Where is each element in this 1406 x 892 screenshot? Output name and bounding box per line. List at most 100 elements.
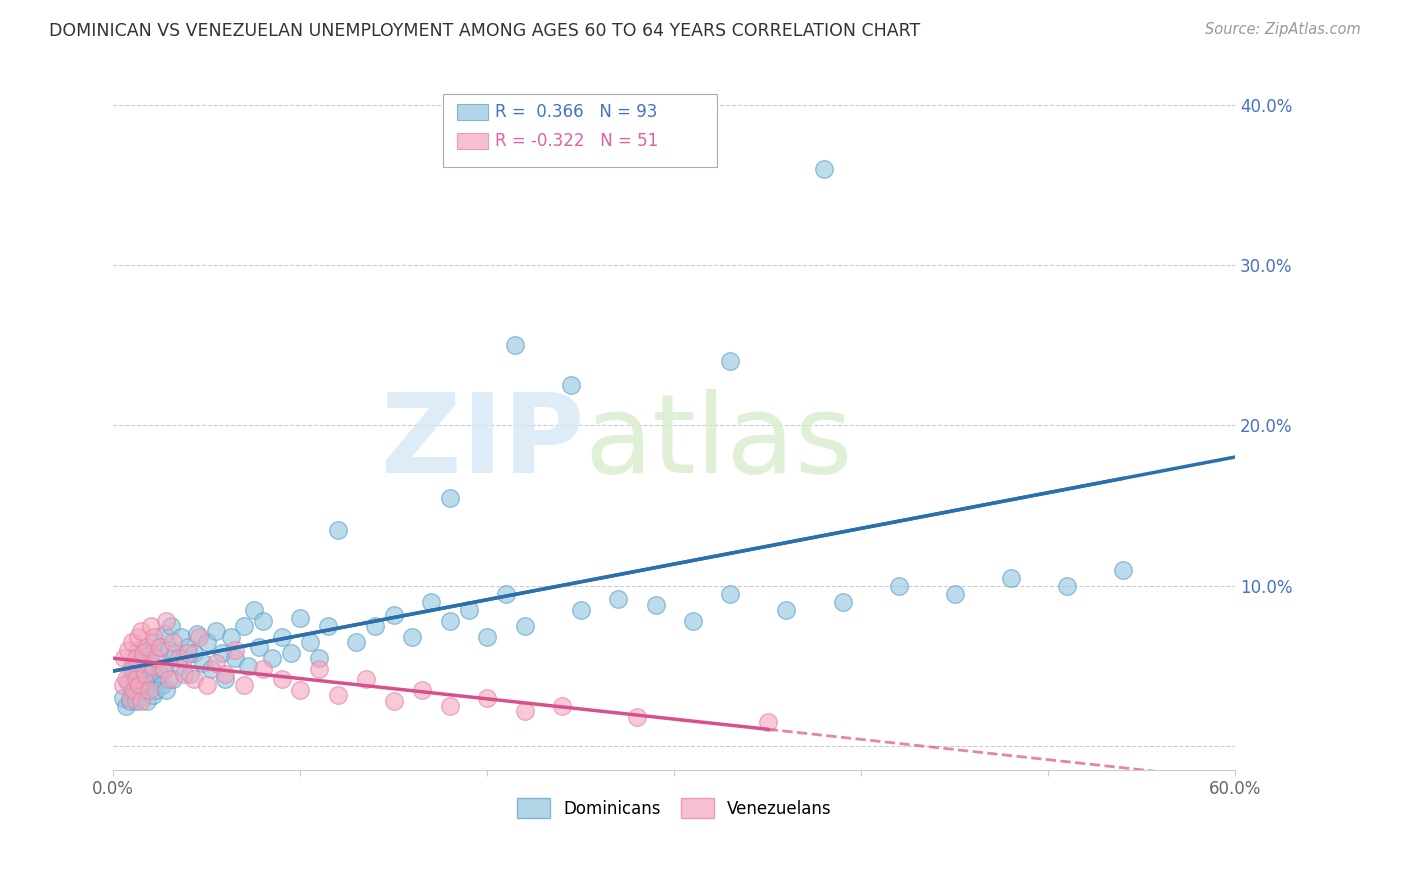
Point <box>145 682 167 697</box>
Point <box>160 619 183 633</box>
Point <box>152 627 174 641</box>
Point <box>143 630 166 644</box>
Point <box>131 624 153 638</box>
Point <box>139 619 162 633</box>
Point <box>195 678 218 692</box>
Point <box>152 662 174 676</box>
Text: R =  0.366   N = 93: R = 0.366 N = 93 <box>495 103 657 121</box>
Point <box>551 698 574 713</box>
Point <box>457 603 479 617</box>
Point <box>141 688 163 702</box>
Legend: Dominicans, Venezuelans: Dominicans, Venezuelans <box>510 792 838 824</box>
Point <box>183 672 205 686</box>
Point <box>149 640 172 654</box>
Point <box>718 354 741 368</box>
Point <box>120 694 142 708</box>
Point <box>117 674 139 689</box>
Point <box>211 646 233 660</box>
Point <box>132 646 155 660</box>
Point <box>145 650 167 665</box>
Point <box>179 666 201 681</box>
Point <box>233 678 256 692</box>
Point <box>943 587 966 601</box>
Point <box>131 650 153 665</box>
Point <box>233 619 256 633</box>
Point <box>214 672 236 686</box>
Point <box>354 672 377 686</box>
Point <box>139 646 162 660</box>
Point <box>125 666 148 681</box>
Point <box>308 662 330 676</box>
Point <box>125 650 148 665</box>
Point <box>280 646 302 660</box>
Point <box>157 672 180 686</box>
Point <box>111 690 134 705</box>
Point <box>125 672 148 686</box>
Point <box>247 640 270 654</box>
Point <box>141 658 163 673</box>
Point <box>145 650 167 665</box>
Point <box>149 640 172 654</box>
Point <box>135 672 157 686</box>
Point <box>167 658 190 673</box>
Point <box>117 643 139 657</box>
Point <box>1056 579 1078 593</box>
Point <box>125 694 148 708</box>
Point <box>775 603 797 617</box>
Point <box>224 643 246 657</box>
Point <box>127 643 149 657</box>
Point <box>513 704 536 718</box>
Point <box>155 682 177 697</box>
Point <box>177 646 200 660</box>
Point <box>224 650 246 665</box>
Point <box>138 656 160 670</box>
Point <box>236 658 259 673</box>
Point <box>152 662 174 676</box>
Point <box>131 694 153 708</box>
Point <box>186 627 208 641</box>
Point <box>128 672 150 686</box>
Point <box>188 630 211 644</box>
Point <box>122 688 145 702</box>
Point <box>382 694 405 708</box>
Point <box>127 678 149 692</box>
Point <box>326 523 349 537</box>
Point <box>135 640 157 654</box>
Point <box>134 643 156 657</box>
Point <box>831 595 853 609</box>
Point <box>756 714 779 729</box>
Point <box>401 630 423 644</box>
Point <box>242 603 264 617</box>
Point <box>290 682 312 697</box>
Point <box>143 635 166 649</box>
Point <box>1112 563 1135 577</box>
Point <box>173 666 195 681</box>
Point <box>1000 571 1022 585</box>
Point <box>505 338 527 352</box>
Point <box>495 587 517 601</box>
Text: R = -0.322   N = 51: R = -0.322 N = 51 <box>495 132 658 150</box>
Point <box>270 630 292 644</box>
Point <box>127 630 149 644</box>
Point <box>135 694 157 708</box>
Point <box>114 650 136 665</box>
Point <box>219 630 242 644</box>
Point <box>120 690 142 705</box>
Point <box>477 690 499 705</box>
Text: Source: ZipAtlas.com: Source: ZipAtlas.com <box>1205 22 1361 37</box>
Point <box>205 656 228 670</box>
Point <box>131 690 153 705</box>
Point <box>132 682 155 697</box>
Point <box>115 672 138 686</box>
Point <box>141 662 163 676</box>
Point <box>513 619 536 633</box>
Point <box>626 710 648 724</box>
Point <box>132 662 155 676</box>
Point <box>290 611 312 625</box>
Point <box>382 607 405 622</box>
Text: ZIP: ZIP <box>381 389 585 496</box>
Text: atlas: atlas <box>585 389 853 496</box>
Point <box>183 646 205 660</box>
Point <box>813 162 835 177</box>
Point <box>139 678 162 692</box>
